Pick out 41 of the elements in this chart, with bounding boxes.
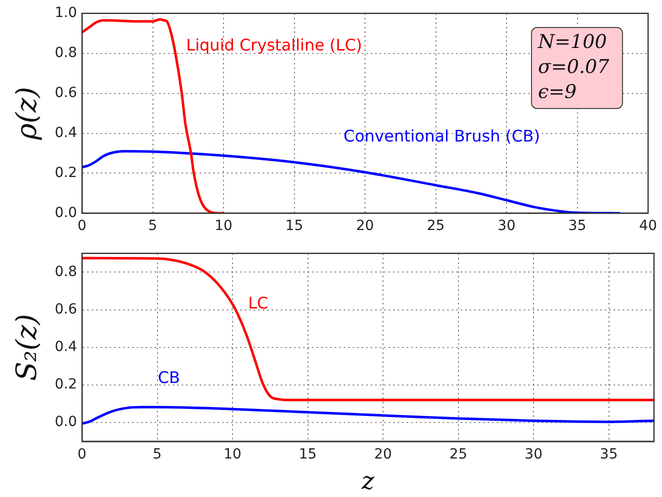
y-tick-label: 1.0 [54,5,77,22]
x-tick-label: 30 [498,218,516,234]
x-tick-label: 40 [639,218,658,234]
x-tick-label: 10 [224,446,242,462]
y-axis-title: S₂(z) [10,314,44,381]
x-tick-label: 20 [356,218,374,234]
line-series [82,406,654,425]
x-tick-label: 25 [426,218,445,234]
series-label: CB [158,368,180,388]
line-series [82,150,622,214]
y-tick-label: 0.6 [54,84,78,101]
y-tick-label: 0.4 [54,124,78,141]
x-tick-label: 30 [524,446,542,462]
y-tick-label: 0.2 [54,376,77,393]
x-tick-label: 25 [449,446,468,462]
y-tick-label: 0.8 [54,45,77,61]
x-tick-label: 35 [600,446,618,462]
x-tick-label: 5 [148,218,158,234]
x-axis-title: z [360,466,375,495]
annotation: σ=0.07 [538,55,610,80]
series-label: LC [248,294,268,313]
annotation: ϵ=9 [538,80,578,105]
x-tick-label: 20 [374,446,392,462]
x-tick-label: 5 [152,446,162,462]
series-label: Conventional Brush (CB) [344,126,540,146]
y-axis-title: ρ(z) [10,86,44,141]
line-series [82,256,654,402]
y-tick-label: 0.0 [54,204,77,221]
y-tick-label: 0.8 [54,264,77,280]
y-tick-label: 0.2 [54,164,77,181]
y-tick-label: 0.6 [54,301,78,318]
y-tick-label: 0.4 [54,339,78,356]
series-label: Liquid Crystalline (LC) [186,36,362,55]
annotation: N=100 [538,30,608,55]
x-tick-label: 15 [298,446,317,462]
x-tick-label: 0 [78,218,86,234]
y-tick-label: 0.0 [54,414,77,430]
x-tick-label: 0 [78,446,86,462]
x-tick-label: 10 [214,218,232,234]
x-tick-label: 35 [568,218,586,234]
x-tick-label: 15 [285,218,304,234]
